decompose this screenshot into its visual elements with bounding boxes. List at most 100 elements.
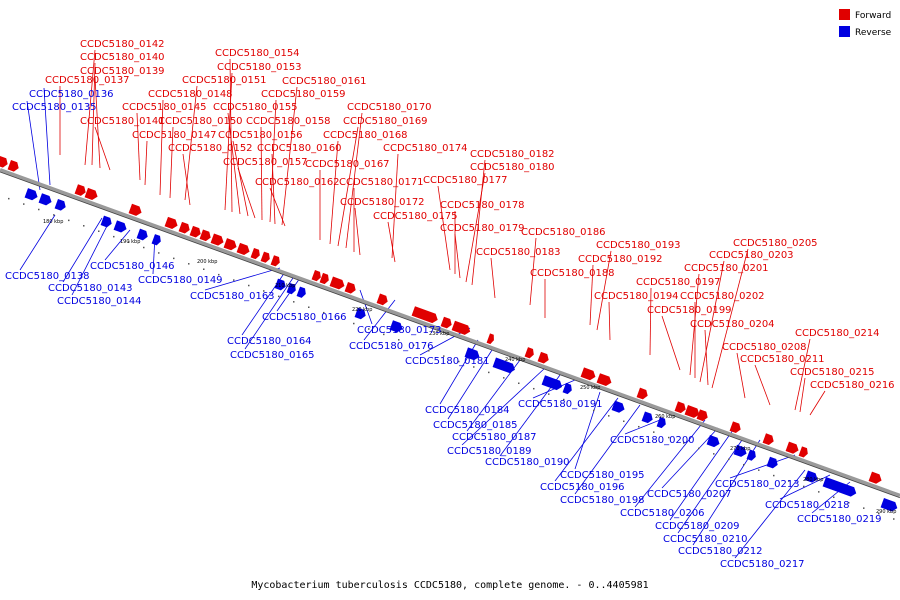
forward-leader-line [608, 301, 611, 341]
reverse-leader-line [499, 374, 561, 457]
forward-gene-label: CCDC5180_0167 [305, 159, 390, 170]
reverse-gene-label: CCDC5180_0200 [610, 435, 695, 446]
scale-dot [893, 518, 895, 520]
scale-dot [878, 512, 880, 515]
scale-dot [623, 420, 625, 423]
reverse-gene-arrow [611, 400, 625, 413]
scale-dot [38, 208, 40, 211]
kbp-tick-label: 250 kbp [580, 385, 600, 391]
scale-dot [353, 322, 355, 325]
forward-gene-arrow [84, 187, 98, 200]
reverse-gene-label: CCDC5180_0209 [655, 521, 740, 532]
forward-leader-line [169, 126, 174, 199]
reverse-gene-arrow [274, 278, 286, 291]
reverse-gene-label: CCDC5180_0206 [620, 508, 705, 519]
forward-gene-arrow [7, 159, 19, 172]
forward-gene-arrow [128, 203, 142, 216]
reverse-gene-arrow [296, 286, 306, 298]
reverse-leader-line [574, 404, 641, 495]
forward-leader-line [271, 153, 276, 225]
forward-leader-line [227, 112, 241, 215]
forward-gene-label: CCDC5180_0194 [594, 291, 679, 302]
reverse-gene-label: CCDC5180_0149 [138, 275, 223, 286]
reverse-gene-label: CCDC5180_0195 [560, 470, 645, 481]
forward-gene-arrow [729, 421, 741, 434]
reverse-gene-label: CCDC5180_0143 [48, 283, 133, 294]
scale-dot [488, 371, 490, 374]
forward-gene-label: CCDC5180_0145 [122, 102, 207, 113]
scale-dot [833, 496, 835, 499]
reverse-leader-line [634, 419, 706, 508]
forward-gene-label: CCDC5180_0177 [423, 175, 508, 186]
reverse-gene-label: CCDC5180_0138 [5, 271, 90, 282]
forward-gene-arrow [250, 247, 260, 260]
forward-gene-arrow [344, 281, 356, 294]
kbp-tick-label: 220 kbp [352, 307, 372, 313]
scale-dot [788, 480, 790, 482]
forward-gene-label: CCDC5180_0172 [340, 197, 425, 208]
forward-gene-label: CCDC5180_0147 [132, 130, 217, 141]
scale-dot [458, 360, 460, 363]
reverse-gene-arrow [38, 193, 52, 206]
reverse-gene-label: CCDC5180_0136 [29, 89, 114, 100]
forward-gene-arrow [636, 387, 648, 400]
scale-dot [143, 246, 145, 249]
reverse-gene-arrow [492, 357, 515, 374]
forward-leader-line [589, 264, 594, 326]
forward-gene-label: CCDC5180_0178 [440, 200, 525, 211]
reverse-gene-arrow [136, 228, 148, 241]
forward-gene-arrow [329, 276, 345, 290]
forward-leader-line [704, 329, 709, 386]
kbp-tick-label: 190 kbp [120, 239, 140, 245]
scale-dot [668, 436, 670, 439]
forward-gene-label: CCDC5180_0142 [80, 39, 165, 50]
forward-gene-label: CCDC5180_0159 [261, 89, 346, 100]
legend-forward-label: Forward [855, 11, 891, 21]
kbp-tick-label: 280 kbp [803, 477, 823, 483]
reverse-leader-line [447, 349, 493, 420]
forward-gene-arrow [674, 401, 686, 414]
reverse-gene-label: CCDC5180_0198 [560, 495, 645, 506]
reverse-gene-arrow [464, 347, 480, 361]
reverse-gene-label: CCDC5180_0213 [715, 479, 800, 490]
scale-dot [398, 339, 400, 341]
forward-leader-line [237, 167, 256, 219]
forward-leader-line [596, 250, 612, 331]
reverse-leader-line [669, 429, 734, 521]
forward-leader-line [799, 377, 806, 413]
forward-gene-arrow [537, 351, 549, 364]
reverse-gene-arrow [54, 198, 66, 211]
reverse-leader-line [677, 439, 743, 534]
forward-gene-arrow [223, 238, 237, 251]
scale-dot [773, 474, 775, 477]
scale-dot [863, 507, 865, 509]
forward-leader-line [94, 76, 101, 169]
reverse-gene-arrow [880, 498, 898, 512]
forward-gene-arrow [524, 347, 534, 359]
reverse-leader-line [461, 367, 546, 446]
forward-leader-line [794, 338, 811, 411]
reverse-gene-arrow [641, 411, 653, 424]
forward-leader-line [136, 112, 141, 181]
reverse-gene-label: CCDC5180_0217 [720, 559, 805, 570]
scale-dot [578, 404, 580, 406]
forward-gene-label: CCDC5180_0139 [80, 66, 165, 77]
reverse-gene-arrow [562, 382, 572, 395]
forward-gene-label: CCDC5180_0197 [636, 277, 721, 288]
reverse-leader-line [661, 427, 719, 489]
forward-gene-arrow [236, 242, 250, 256]
forward-gene-label: CCDC5180_0169 [343, 116, 428, 127]
reverse-gene-label: CCDC5180_0163 [190, 291, 275, 302]
forward-gene-label: CCDC5180_0202 [680, 291, 765, 302]
forward-gene-label: CCDC5180_0208 [722, 342, 807, 353]
forward-gene-label: CCDC5180_0188 [530, 268, 615, 279]
kbp-tick-label: 210 kbp [275, 283, 295, 289]
reverse-gene-label: CCDC5180_0176 [349, 341, 434, 352]
forward-gene-label: CCDC5180_0150 [158, 116, 243, 127]
legend-forward-swatch [839, 9, 850, 20]
forward-leader-line [281, 86, 298, 226]
scale-dot [308, 306, 310, 308]
scale-dot [248, 284, 250, 287]
scale-dot [278, 295, 280, 298]
scale-dot [233, 279, 235, 281]
